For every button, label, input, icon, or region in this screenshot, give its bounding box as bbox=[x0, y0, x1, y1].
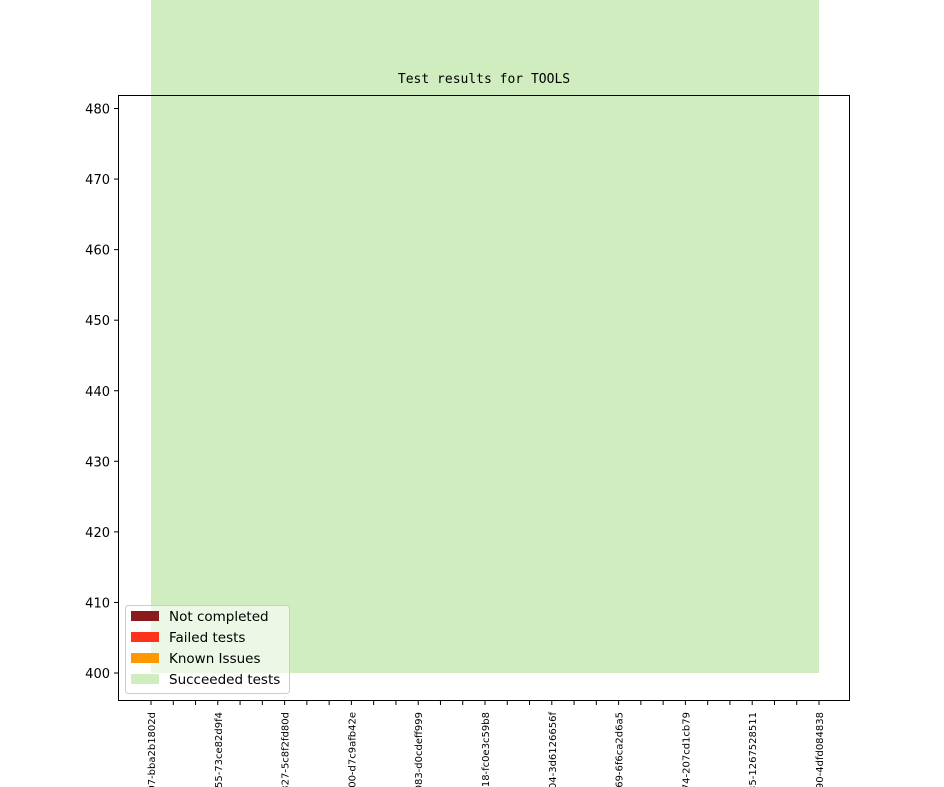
legend-label: Not completed bbox=[169, 609, 269, 625]
x-tick-label: 69-6f6ca2d6a5 bbox=[615, 712, 626, 787]
x-tick-label: 00-d7c9afb42e bbox=[347, 712, 358, 787]
x-tick-label: 35-1267528511 bbox=[748, 712, 759, 787]
x-tick-label: 18-fc0e3c59b8 bbox=[481, 712, 492, 787]
y-tick-label: 400 bbox=[85, 667, 110, 682]
x-tick-label: 55-73ce82d9f4 bbox=[214, 712, 225, 787]
x-tick-label: 04-3d6126656f bbox=[548, 712, 559, 787]
chart-title: Test results for TOOLS bbox=[397, 72, 571, 87]
x-tick-label: 74-207cd1cb79 bbox=[681, 712, 692, 787]
x-tick-label: 07-bba2b1802d bbox=[147, 712, 158, 787]
legend: Not completed Failed tests Known Issues Suc… bbox=[125, 605, 290, 694]
area-succeeded-tests bbox=[151, 0, 819, 673]
legend-label: Failed tests bbox=[169, 630, 245, 646]
y-tick-label: 470 bbox=[85, 173, 110, 188]
x-tick-label: 90-4dfd084838 bbox=[815, 712, 826, 787]
y-axis: 400 410 420 430 440 450 460 470 480 bbox=[85, 103, 119, 682]
legend-swatch bbox=[131, 674, 159, 684]
x-axis: 07-bba2b1802d 55-73ce82d9f4 327-5c8f2fd80d… bbox=[147, 700, 826, 787]
y-tick-label: 430 bbox=[85, 455, 110, 470]
y-tick-label: 450 bbox=[85, 314, 110, 329]
y-tick-label: 460 bbox=[85, 244, 110, 259]
y-tick-label: 440 bbox=[85, 385, 110, 400]
legend-swatch bbox=[131, 653, 159, 663]
legend-swatch bbox=[131, 611, 159, 621]
x-tick-label: 327-5c8f2fd80d bbox=[281, 712, 292, 787]
legend-label: Succeeded tests bbox=[169, 672, 280, 688]
plot-frame bbox=[118, 95, 850, 701]
legend-box bbox=[125, 605, 290, 694]
legend-swatch bbox=[131, 632, 159, 642]
area-layers bbox=[151, 0, 819, 673]
y-tick-label: 480 bbox=[85, 103, 110, 118]
y-tick-label: 410 bbox=[85, 596, 110, 611]
legend-label: Known Issues bbox=[169, 651, 261, 667]
y-tick-label: 420 bbox=[85, 526, 110, 541]
x-tick-label: 083-d0cdeff999 bbox=[414, 712, 425, 787]
